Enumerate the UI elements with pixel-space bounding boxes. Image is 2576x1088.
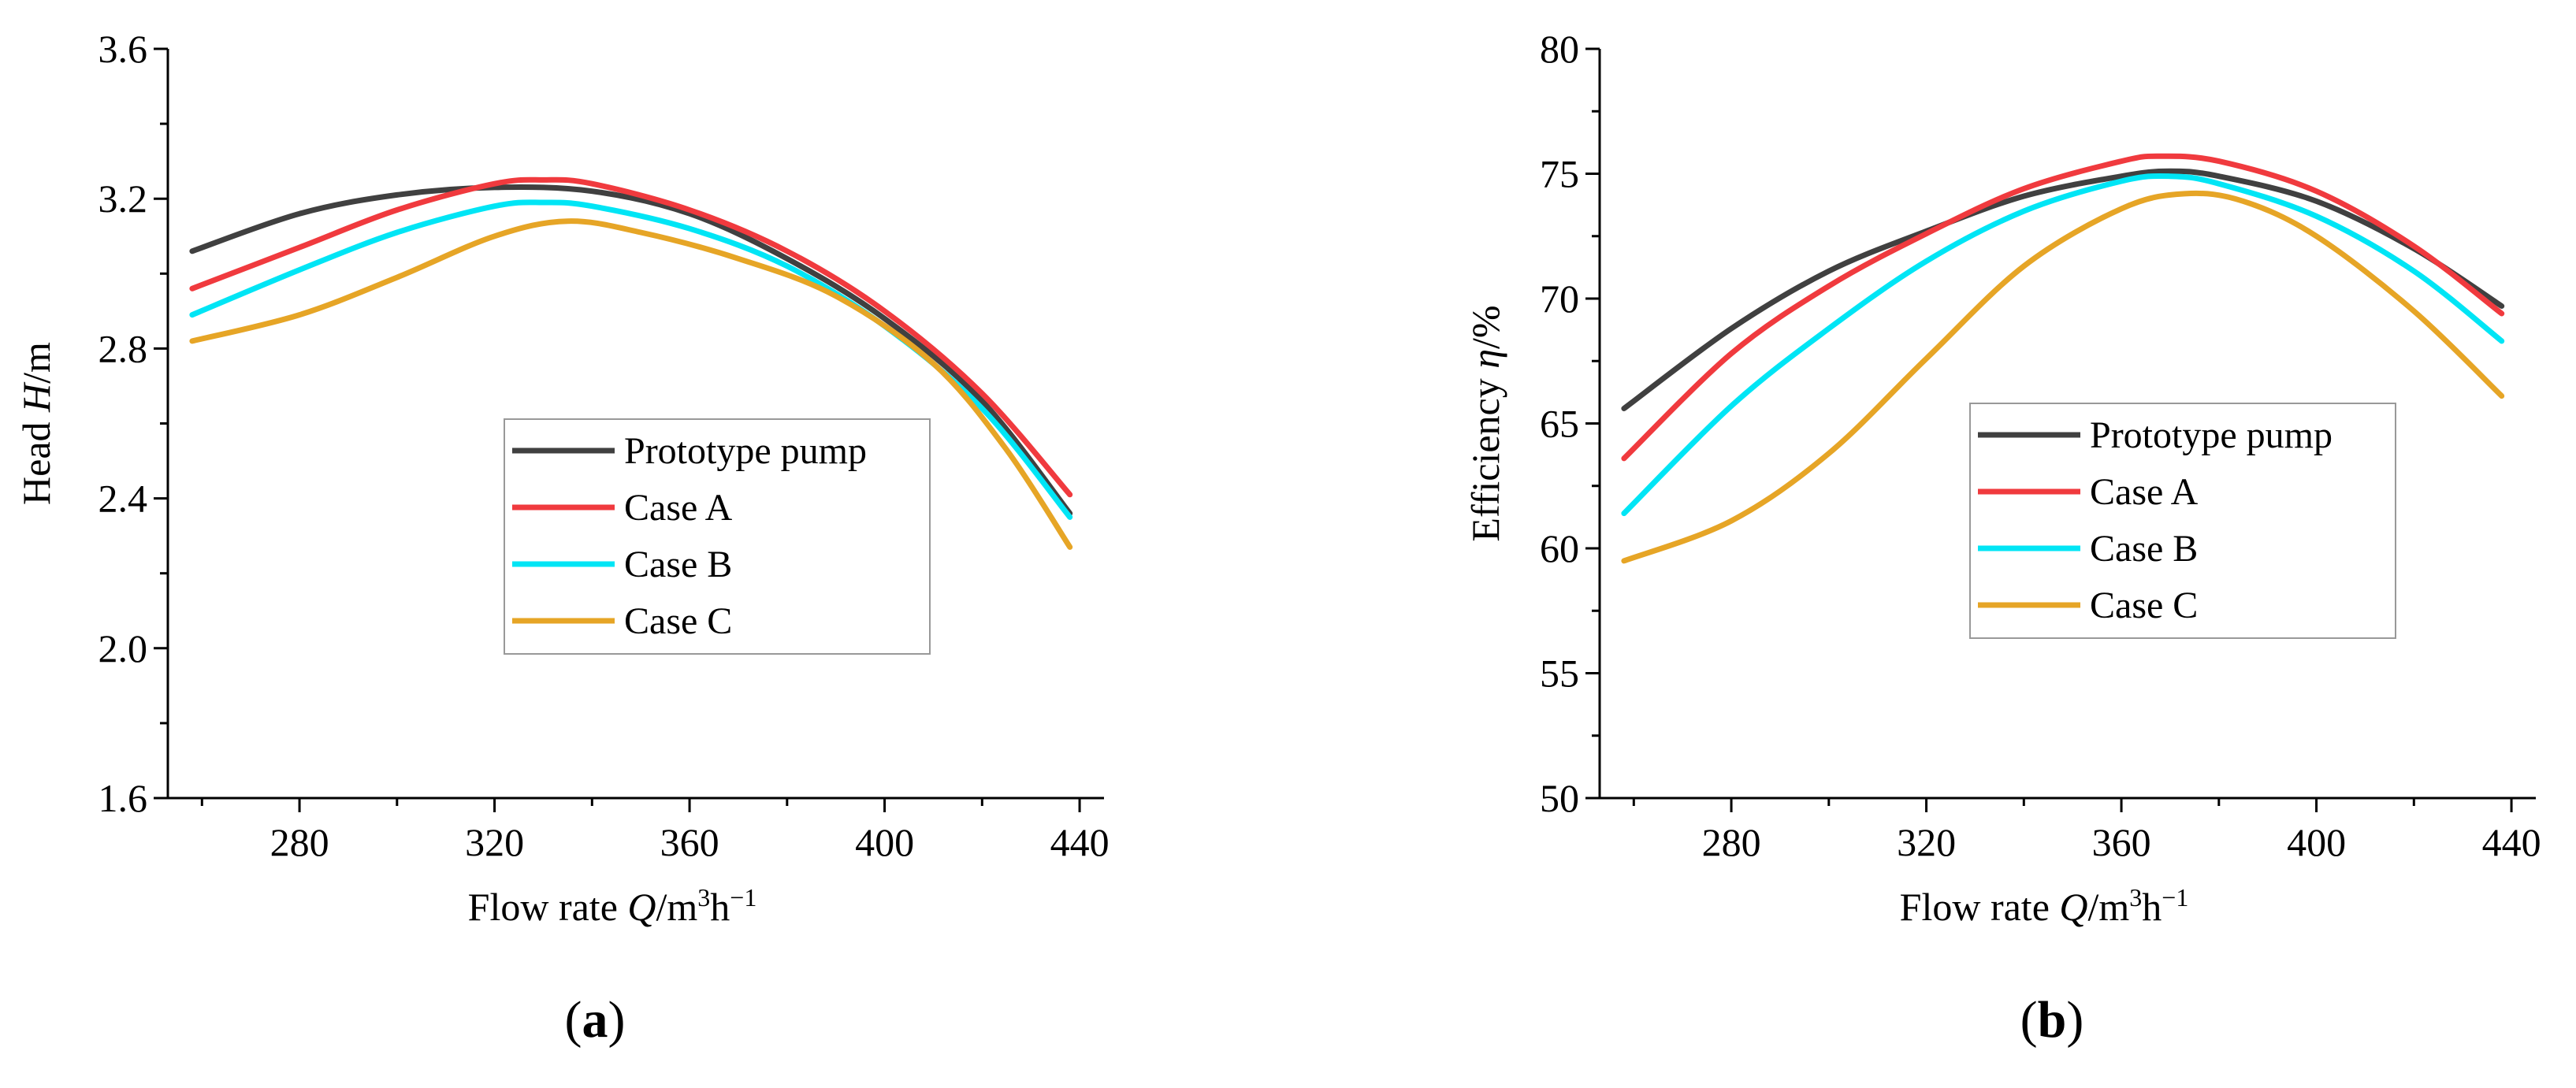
y-tick-label: 80 <box>1540 27 1579 71</box>
series-line-case-a <box>1621 153 2505 462</box>
x-axis-title: Flow rate Q/m3h−1 <box>1900 883 2189 929</box>
legend-label: Case B <box>2090 528 2198 570</box>
legend-label: Case B <box>624 544 732 585</box>
legend-label: Case A <box>624 487 733 529</box>
legend-label: Case A <box>2090 471 2199 513</box>
x-tick-label: 440 <box>1050 820 1110 864</box>
y-axis-title: Head H/m <box>14 342 58 505</box>
series-line-prototype-pump <box>1621 168 2505 411</box>
y-tick-label: 2.8 <box>99 326 148 370</box>
x-tick-label: 280 <box>1702 820 1761 864</box>
y-tick-label: 55 <box>1540 652 1579 696</box>
y-tick-label: 3.2 <box>99 176 148 221</box>
series-line-case-c <box>1621 190 2505 564</box>
x-tick-label: 400 <box>855 820 914 864</box>
x-tick-label: 320 <box>465 820 524 864</box>
x-tick-label: 440 <box>2482 820 2541 864</box>
chart-head: 1.6 2.0 2.4 2.8 3.2 3.6 280 320 360 400 440 Flow ra… <box>14 27 1110 1049</box>
x-tick-label: 280 <box>270 820 329 864</box>
panel-label: (b) <box>2020 991 2084 1049</box>
series-line-case-a <box>189 176 1073 498</box>
chart-efficiency: 50 55 60 65 70 75 80 280 320 360 400 440 Flow rate Q… <box>1463 27 2541 1049</box>
legend-box <box>504 418 931 655</box>
y-tick-label: 2.0 <box>99 626 148 670</box>
series-line-prototype-pump <box>189 184 1073 517</box>
x-tick-label: 400 <box>2287 820 2346 864</box>
y-tick-label: 2.4 <box>99 477 148 521</box>
x-tick-label: 360 <box>2092 820 2151 864</box>
y-axis-title: Efficiency η/% <box>1463 305 1507 541</box>
legend-label: Prototype pump <box>2090 414 2333 456</box>
y-tick-label: 75 <box>1540 152 1579 196</box>
series-line-case-b <box>1621 173 2505 517</box>
legend-box <box>1969 403 2396 639</box>
legend-label: Case C <box>624 600 732 642</box>
legend-label: Prototype pump <box>624 430 867 472</box>
x-axis-title: Flow rate Q/m3h−1 <box>468 883 757 929</box>
y-tick-label: 3.6 <box>99 27 148 71</box>
y-tick-label: 65 <box>1540 402 1579 446</box>
x-tick-label: 360 <box>660 820 719 864</box>
series-line-case-c <box>189 218 1073 550</box>
y-tick-label: 50 <box>1540 776 1579 820</box>
y-tick-label: 70 <box>1540 277 1579 321</box>
panel-label: (a) <box>565 991 626 1049</box>
x-tick-label: 320 <box>1897 820 1956 864</box>
legend-label: Case C <box>2090 585 2198 626</box>
y-tick-label: 1.6 <box>99 776 148 820</box>
y-tick-label: 60 <box>1540 526 1579 570</box>
